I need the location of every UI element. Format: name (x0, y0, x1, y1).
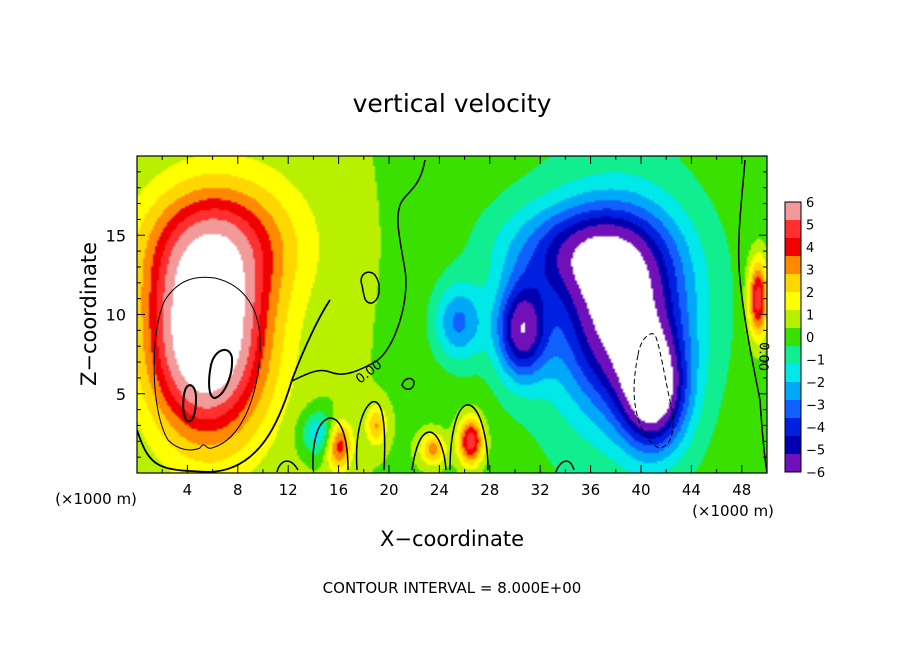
x-tick-label: 20 (379, 481, 398, 499)
colorbar-label: −3 (806, 399, 825, 414)
contour-cell-19 (355, 401, 386, 471)
x-tick-label: 48 (732, 481, 751, 499)
colorbar-label: 5 (806, 219, 814, 234)
colorbar-swatch (785, 310, 801, 329)
x-tick-label: 8 (233, 481, 243, 499)
contour-zero-updraft-envelope (137, 299, 331, 473)
contour-zero-right (737, 159, 767, 473)
contour-lines (137, 159, 767, 473)
contour-cell-13 (276, 460, 299, 473)
contour-cell-16 (312, 417, 349, 471)
colorbar-label: 3 (806, 264, 814, 279)
x-tick-label: 32 (531, 481, 550, 499)
x-axis-label: X−coordinate (380, 527, 524, 551)
colorbar-swatch (785, 346, 801, 365)
velocity-field (137, 156, 767, 473)
y-axis-label: Z−coordinate (77, 242, 101, 386)
colorbar-swatch (785, 328, 801, 347)
colorbar-swatch (785, 292, 801, 311)
contour-downdraft-dashed (633, 333, 674, 449)
colorbar-swatch (785, 220, 801, 239)
colorbar-label: 0 (806, 331, 814, 346)
colorbar-swatch (785, 202, 801, 221)
contour-cell-24 (411, 431, 447, 471)
colorbar-swatch (785, 364, 801, 383)
plot-area: 0.00 0.00 (136, 155, 771, 474)
x-tick-label: 16 (329, 481, 348, 499)
colorbar-label: −1 (806, 354, 825, 369)
colorbar-swatch (785, 382, 801, 401)
colorbar-label: 6 (806, 196, 814, 211)
colorbar-swatch (785, 454, 801, 473)
colorbar-label: 1 (806, 309, 814, 324)
contour-updraft-outer (153, 276, 261, 451)
contour-cell-27 (449, 404, 489, 471)
contour-updraft-inner-left (182, 384, 198, 423)
x-tick-labels: 4 8 12 16 20 24 28 32 36 40 44 48 (183, 481, 752, 499)
contour-label-zero-right: 0.00 (755, 342, 771, 371)
chart-title: vertical velocity (353, 89, 552, 118)
x-tick-label: 40 (631, 481, 650, 499)
contour-cell-34 (555, 460, 575, 473)
colorbar-swatch (785, 400, 801, 419)
y-tick-labels: 5 10 15 (106, 226, 126, 404)
y-tick-label: 15 (106, 226, 126, 245)
x-unit-left: (×1000 m) (55, 490, 137, 508)
contour-small-loop (360, 271, 380, 304)
colorbar-label: −4 (806, 421, 825, 436)
colorbar-label: −2 (806, 376, 825, 391)
contour-interval-note: CONTOUR INTERVAL = 8.000E+00 (323, 579, 582, 597)
colorbar-swatch (785, 256, 801, 275)
y-tick-label: 10 (106, 306, 126, 325)
x-tick-label: 4 (183, 481, 193, 499)
x-tick-label: 12 (279, 481, 298, 499)
colorbar-swatch (785, 436, 801, 455)
colorbar-frame (784, 201, 802, 473)
y-tick-label: 5 (116, 385, 126, 404)
colorbar-swatch (785, 238, 801, 257)
colorbar-label: −5 (806, 444, 825, 459)
colorbar-label: 2 (806, 286, 814, 301)
colorbar-label: 4 (806, 241, 814, 256)
contour-zero-main (291, 159, 426, 382)
contour-updraft-inner-right (208, 349, 234, 400)
x-tick-label: 24 (430, 481, 449, 499)
x-tick-label: 28 (480, 481, 499, 499)
colorbar-swatch (785, 418, 801, 437)
x-unit-right: (×1000 m) (692, 502, 774, 520)
x-tick-label: 44 (682, 481, 701, 499)
axis-ticks (137, 156, 767, 473)
colorbar-label: −6 (806, 466, 825, 481)
colorbar: 6 5 4 3 2 1 0 −1 −2 −3 −4 −5 −6 (784, 196, 825, 481)
colorbar-swatch (785, 274, 801, 293)
x-tick-label: 36 (581, 481, 600, 499)
contour-small-blob (401, 377, 415, 390)
